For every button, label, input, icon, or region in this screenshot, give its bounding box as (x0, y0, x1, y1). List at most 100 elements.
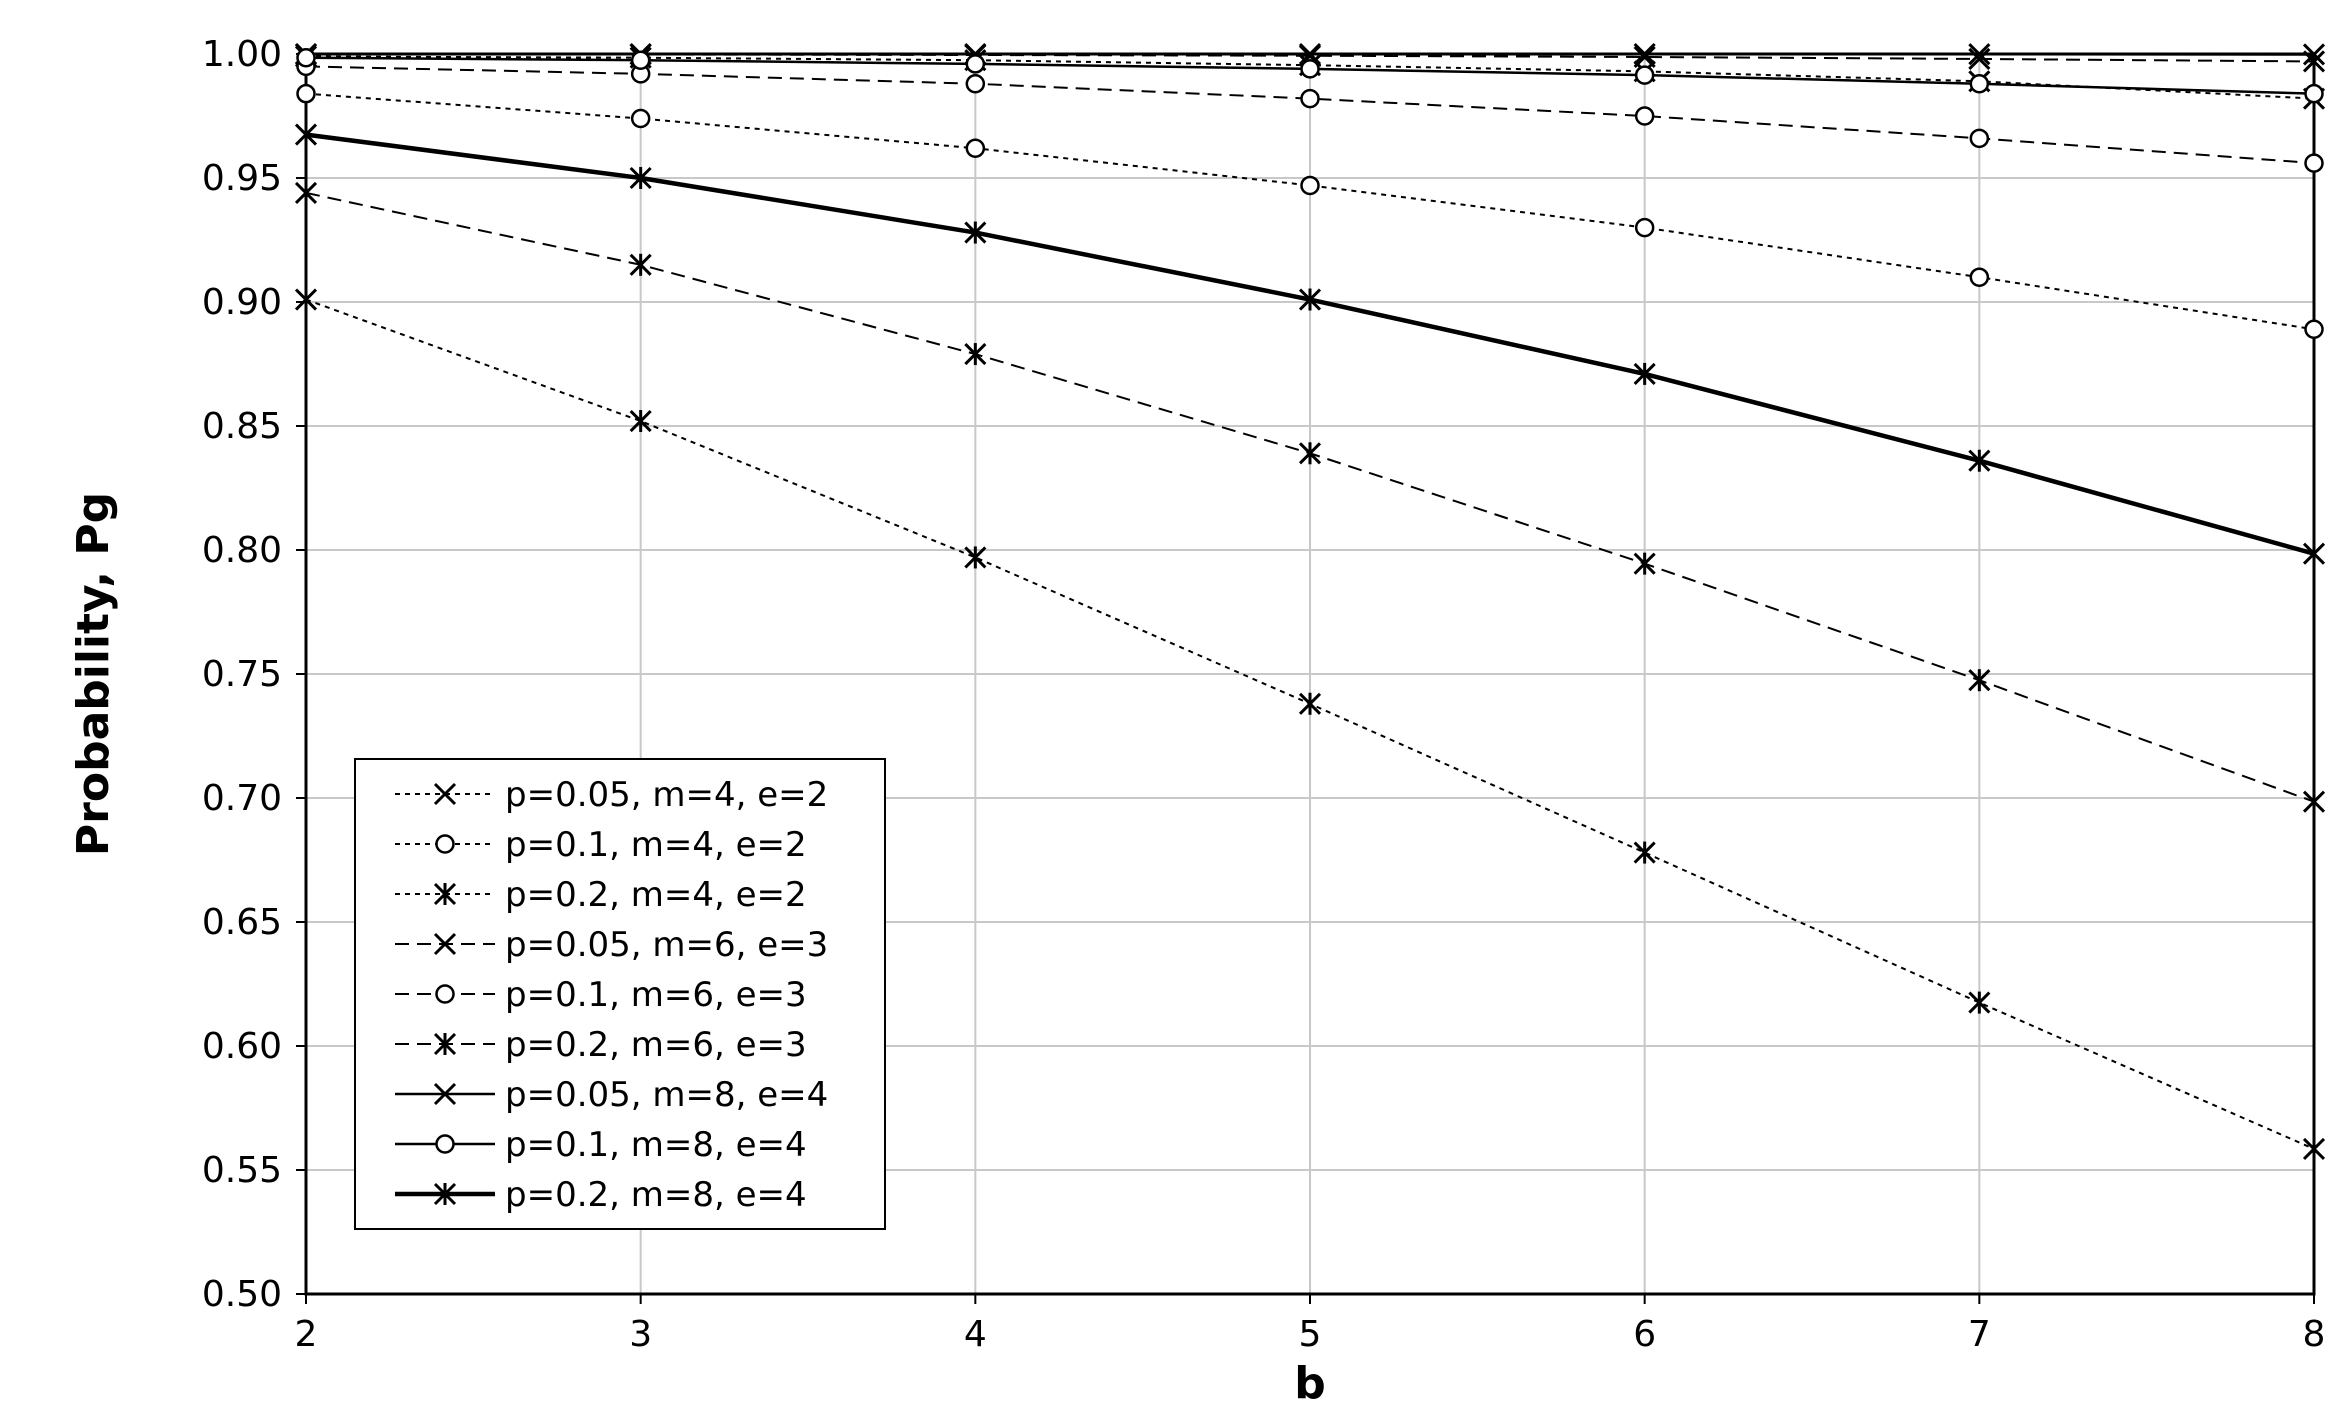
y-axis-title: Probability, Pg (68, 492, 119, 856)
data-point-star (1298, 442, 1322, 465)
data-point-star (964, 546, 987, 569)
data-point-star (2302, 542, 2326, 565)
circle-marker-shape (1969, 267, 1990, 287)
data-point-x (1298, 42, 1322, 66)
circle-marker-shape (630, 50, 651, 70)
y-tick-label: 0.85 (202, 406, 282, 447)
legend-marker-x (433, 782, 457, 806)
data-point-o (1300, 175, 1320, 196)
x-axis-ticks: 2 3 4 5 6 7 8 (295, 1294, 2325, 1355)
data-point-x (2302, 43, 2326, 66)
data-point-star (629, 166, 652, 190)
legend-marker-star (433, 882, 457, 906)
legend: p=0.05, m=4, e=2 p=0.1, m=4, e=2 p=0.2, m=… (354, 758, 886, 1230)
data-point-x (1633, 42, 1656, 66)
data-point-o (2304, 319, 2324, 340)
legend-item: p=0.1, m=8, e=4 (395, 1125, 807, 1165)
circle-marker-shape (1969, 74, 1990, 94)
circle-marker-shape (2304, 319, 2324, 340)
data-point-star (2302, 1137, 2326, 1160)
data-point-o (296, 47, 316, 68)
data-point-star (1968, 991, 1991, 1014)
x-tick-label: 6 (1633, 1314, 1656, 1355)
circle-marker-shape (630, 108, 651, 129)
x-marker-stroke (433, 932, 457, 956)
legend-label: p=0.1, m=6, e=3 (505, 975, 807, 1015)
circle-marker-shape (435, 834, 455, 854)
legend-item: p=0.05, m=4, e=2 (395, 775, 828, 815)
x-marker-stroke (433, 1082, 457, 1106)
data-point-star (1968, 669, 1991, 692)
legend-label: p=0.05, m=8, e=4 (505, 1075, 828, 1115)
y-tick-label: 0.60 (202, 1026, 282, 1067)
circle-marker-shape (1300, 175, 1320, 196)
data-point-star (1633, 362, 1656, 385)
y-tick-label: 0.75 (202, 654, 282, 695)
series-8 (296, 47, 2324, 104)
data-point-star (2302, 790, 2326, 813)
circle-marker-shape (435, 984, 455, 1004)
data-point-o (965, 54, 986, 74)
x-marker-stroke (1633, 45, 1656, 69)
y-tick-label: 0.90 (202, 282, 282, 323)
series-5 (296, 56, 2324, 173)
data-point-o (1634, 65, 1655, 85)
x-marker-stroke (433, 782, 457, 806)
legend-item: p=0.1, m=6, e=3 (395, 975, 807, 1015)
series-layer (294, 42, 2326, 1160)
series-2 (296, 83, 2324, 340)
x-tick-label: 7 (1968, 1314, 1991, 1355)
data-point-o (1969, 267, 1990, 287)
legend-label: p=0.2, m=8, e=4 (505, 1175, 807, 1215)
data-point-o (630, 108, 651, 129)
data-point-o (2304, 153, 2324, 173)
data-point-o (630, 50, 651, 70)
legend-item: p=0.05, m=8, e=4 (395, 1075, 828, 1115)
legend-item: p=0.2, m=6, e=3 (395, 1025, 807, 1065)
legend-label: p=0.1, m=4, e=2 (505, 825, 807, 865)
circle-marker-shape (1634, 106, 1655, 126)
legend-label: p=0.1, m=8, e=4 (505, 1125, 807, 1165)
circle-marker-shape (296, 47, 316, 68)
data-point-o (1300, 88, 1320, 109)
data-point-o (1634, 106, 1655, 126)
data-point-star (629, 253, 652, 276)
data-point-star (1633, 552, 1656, 575)
circle-marker-shape (1634, 217, 1655, 238)
x-tick-label: 2 (295, 1314, 318, 1355)
x-tick-label: 4 (964, 1314, 987, 1355)
data-point-star (294, 181, 318, 204)
legend-item: p=0.05, m=6, e=3 (395, 925, 828, 965)
x-tick-label: 5 (1299, 1314, 1322, 1355)
y-tick-label: 1.00 (202, 34, 282, 75)
data-point-o (1634, 217, 1655, 238)
circle-marker-shape (2304, 83, 2324, 104)
y-tick-label: 0.50 (202, 1274, 282, 1315)
x-marker-stroke (1633, 42, 1656, 66)
data-point-o (1969, 128, 1990, 149)
legend-marker-x (433, 1082, 457, 1106)
data-point-star (294, 288, 318, 311)
data-point-star (1298, 692, 1322, 715)
data-point-star (1968, 449, 1991, 472)
legend-label: p=0.05, m=6, e=3 (505, 925, 828, 965)
circle-marker-shape (435, 1134, 455, 1154)
x-marker-stroke (1968, 43, 1991, 66)
legend-marker-o (435, 1134, 455, 1154)
data-point-x (1633, 45, 1656, 69)
circle-marker-shape (1300, 59, 1320, 79)
legend-marker-o (435, 834, 455, 854)
circle-marker-shape (965, 74, 986, 94)
x-marker-stroke (1968, 47, 1991, 71)
data-point-x (1968, 43, 1991, 66)
circle-marker-shape (1300, 88, 1320, 109)
legend-marker-x (433, 932, 457, 956)
circle-marker-shape (1634, 65, 1655, 85)
legend-item: p=0.2, m=8, e=4 (395, 1175, 807, 1215)
y-axis-ticks: 0.50 0.55 0.60 0.65 0.70 0.75 0.80 0.85 0.90 0.95… (202, 34, 306, 1315)
data-point-o (296, 83, 316, 104)
x-marker-stroke (2302, 43, 2326, 66)
legend-marker-star (433, 1182, 457, 1206)
y-tick-label: 0.55 (202, 1150, 282, 1191)
